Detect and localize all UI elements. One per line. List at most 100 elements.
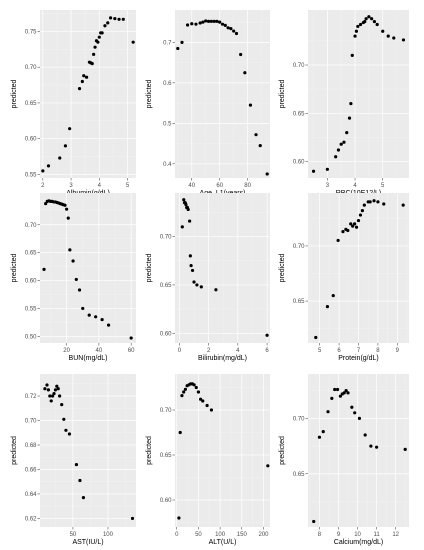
x-tick-label: 5	[126, 183, 130, 189]
x-tick-label: 8	[376, 348, 380, 354]
data-point	[254, 133, 258, 137]
data-point	[49, 399, 53, 403]
x-tick-label: 9	[396, 348, 400, 354]
data-point	[177, 516, 181, 520]
data-point	[178, 430, 182, 435]
x-tick-label: 6	[337, 348, 341, 354]
data-point	[97, 35, 101, 39]
data-point	[215, 19, 219, 23]
data-point	[198, 397, 203, 401]
data-point	[336, 238, 340, 243]
data-point	[188, 219, 192, 223]
data-point	[67, 432, 72, 436]
data-point	[354, 29, 359, 33]
data-point	[338, 394, 342, 398]
data-point	[192, 280, 196, 284]
data-point	[103, 24, 107, 28]
data-point	[265, 333, 269, 337]
y-tick-label: 0.68	[25, 443, 37, 449]
data-point	[368, 200, 372, 204]
x-tick-label: 2	[207, 348, 211, 354]
data-point	[372, 199, 376, 203]
y-tick-label: 0.55	[25, 172, 37, 178]
data-point	[204, 19, 208, 23]
data-point	[131, 40, 135, 44]
y-tick-label: 0.75	[25, 29, 37, 35]
data-point	[100, 31, 104, 35]
data-point	[312, 519, 316, 524]
y-tick-label: 0.70	[25, 419, 37, 425]
x-tick-label: 100	[103, 532, 114, 538]
y-axis-label: predicted	[11, 79, 18, 108]
data-point	[356, 218, 361, 223]
y-tick-label: 0.64	[25, 492, 37, 498]
x-tick-label: 11	[373, 532, 380, 538]
data-point	[349, 222, 353, 226]
data-point	[325, 167, 329, 171]
x-tick-label: 60	[216, 183, 223, 189]
data-point	[218, 20, 222, 24]
data-point	[330, 396, 334, 400]
data-point	[350, 53, 354, 57]
data-point	[360, 209, 364, 213]
x-tick-label: 2	[41, 183, 45, 189]
data-point	[314, 335, 318, 340]
y-tick-label: 0.65	[160, 283, 172, 289]
data-point	[46, 388, 51, 392]
data-point	[375, 445, 379, 449]
x-tick-label: 8	[318, 532, 322, 538]
data-point	[77, 288, 82, 292]
scatter-panel-8: 0 50 100 150 200 0.60 0.65 0.70 ALT(U/L) predicte…	[146, 374, 270, 546]
data-point	[386, 34, 390, 38]
y-tick-label: 0.5	[163, 121, 172, 127]
data-point	[354, 225, 359, 229]
panel-background	[308, 10, 409, 178]
y-tick-label: 0.60	[160, 498, 172, 504]
data-point	[342, 391, 346, 395]
y-tick-label: 0.66	[25, 467, 37, 473]
data-point	[258, 144, 262, 148]
x-tick-label: 40	[188, 183, 195, 189]
data-point	[183, 387, 188, 391]
data-point	[265, 172, 269, 176]
scatter-panel-4: 20 40 60 0.50 0.55 0.60 0.65 0.70 BUN(mg/dL) pred…	[11, 193, 136, 362]
x-axis-label: BUN(mg/dL)	[69, 355, 108, 362]
y-tick-label: 0.7	[163, 40, 172, 46]
data-point	[334, 155, 338, 159]
scatter-panel-5: 0 2 4 6 0.60 0.65 0.70 Bilirubin(mg/dL) predicte…	[146, 193, 270, 362]
data-point	[362, 203, 366, 207]
data-point	[248, 103, 253, 107]
x-tick-label: 40	[96, 348, 103, 354]
data-point	[180, 394, 184, 398]
data-point	[363, 19, 367, 24]
data-point	[392, 36, 396, 40]
data-point	[234, 31, 239, 36]
x-tick-label: 200	[258, 532, 269, 538]
data-point	[94, 315, 98, 319]
data-point	[201, 399, 205, 403]
data-point	[351, 224, 355, 228]
y-tick-label: 0.6	[163, 81, 172, 87]
x-tick-label: 10	[354, 532, 361, 538]
y-axis-label: predicted	[146, 436, 153, 465]
data-point	[106, 323, 111, 327]
x-tick-label: 7	[357, 348, 361, 354]
data-point	[93, 45, 97, 49]
data-point	[220, 22, 225, 26]
x-tick-label: 100	[215, 532, 226, 538]
panel-background	[175, 374, 270, 527]
data-point	[350, 405, 354, 409]
data-point	[82, 74, 86, 78]
data-point	[117, 17, 121, 21]
data-point	[353, 34, 357, 38]
data-point	[180, 40, 184, 44]
x-axis-label: Bilirubin(mg/dL)	[198, 355, 247, 362]
data-point	[48, 394, 52, 398]
data-point	[364, 17, 368, 21]
data-point	[344, 389, 348, 393]
data-point	[226, 26, 230, 30]
data-point	[188, 254, 192, 258]
panel-background	[40, 10, 136, 178]
panel-background	[40, 193, 136, 343]
